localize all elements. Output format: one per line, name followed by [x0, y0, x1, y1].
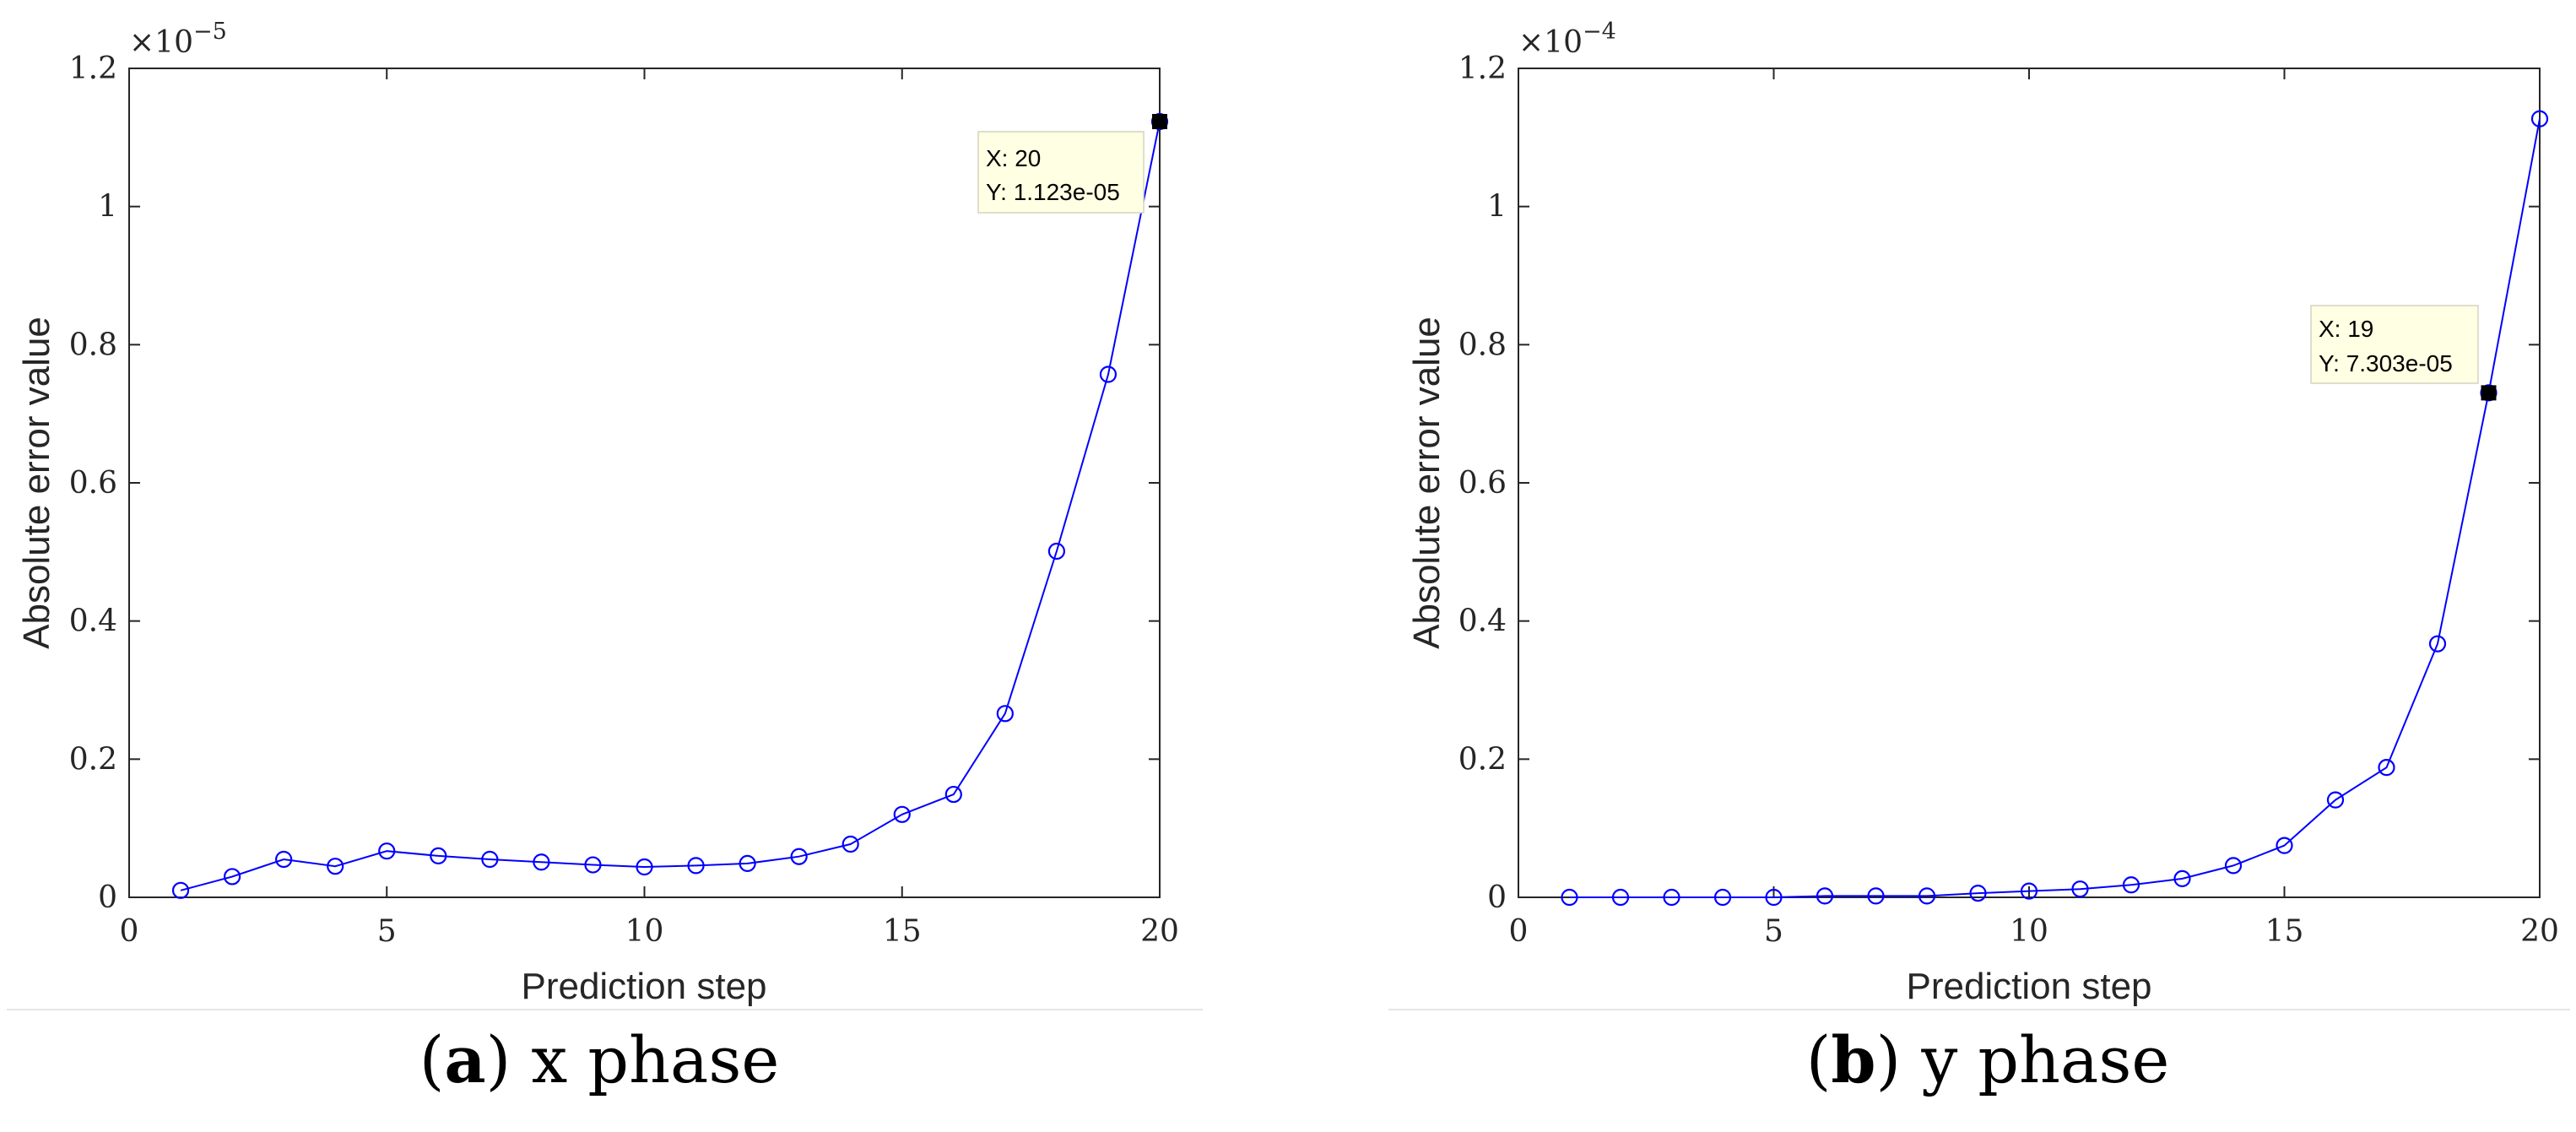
y-tick-label-a: 0 [98, 880, 117, 915]
data-point-b[interactable] [2530, 110, 2549, 127]
series-b [1561, 110, 2549, 907]
ticks-a: 0 5 10 15 20 0 0.2 0.4 0.6 0.8 1 1.2 [69, 51, 1179, 949]
y-tick-label-b: 0.4 [1458, 604, 1507, 639]
data-point-b[interactable] [1918, 887, 1936, 905]
y-tick-label-a: 1.2 [69, 51, 117, 86]
data-point-a[interactable] [1047, 542, 1066, 561]
data-point-a[interactable] [378, 842, 396, 860]
data-point-b[interactable] [2173, 869, 2191, 888]
datatip-marker-b[interactable] [2481, 385, 2497, 401]
caption-a: (a) x phase [419, 1022, 780, 1097]
data-point-a[interactable] [533, 853, 550, 871]
data-point-a[interactable] [944, 785, 962, 804]
data-point-a[interactable] [1099, 366, 1118, 383]
x-tick-label-a: 5 [377, 914, 397, 949]
data-point-b[interactable] [1561, 888, 1578, 907]
data-point-a[interactable] [275, 850, 293, 869]
data-point-b[interactable] [1713, 888, 1732, 907]
datatip-y-a: Y: 1.123e-05 [986, 179, 1120, 205]
plot-area-b [1518, 68, 2541, 898]
datatip-y-b: Y: 7.303e-05 [2319, 350, 2453, 376]
data-point-a[interactable] [327, 858, 344, 875]
datatip-b: X: 19 Y: 7.303e-05 [2310, 305, 2479, 384]
series-line-a [180, 121, 1161, 891]
y-tick-label-b: 0.8 [1458, 328, 1507, 362]
data-point-b[interactable] [2428, 635, 2447, 653]
data-point-b[interactable] [2071, 880, 2089, 898]
x-tick-label-b: 10 [2010, 914, 2048, 949]
y-tick-label-a: 0.2 [69, 742, 117, 777]
x-tick-label-b: 15 [2265, 914, 2304, 949]
data-point-b[interactable] [1611, 888, 1630, 907]
y-axis-label-a: Absolute error value [16, 317, 57, 649]
y-axis-label-b: Absolute error value [1406, 317, 1448, 649]
ticks-b: 0 5 10 15 20 0 0.2 0.4 0.6 0.8 1 1.2 [1458, 51, 2559, 949]
data-point-a[interactable] [584, 856, 602, 874]
data-point-b[interactable] [2378, 759, 2395, 777]
y-exponent-b: ×10−4 [1518, 19, 1616, 60]
panel-b: 0 5 10 15 20 0 0.2 0.4 0.6 0.8 1 1.2 ×10−4 Predicti… [1388, 19, 2570, 1097]
data-point-b[interactable] [2122, 876, 2140, 894]
caption-b: (b) y phase [1806, 1022, 2170, 1097]
panel-a: 0 5 10 15 20 0 0.2 0.4 0.6 0.8 1 1.2 ×10−5 Predicti… [7, 19, 1203, 1097]
datatip-x-b: X: 19 [2319, 316, 2373, 342]
x-tick-label-a: 20 [1140, 914, 1179, 949]
y-tick-label-b: 1.2 [1458, 51, 1507, 86]
data-point-a[interactable] [224, 868, 241, 886]
data-point-a[interactable] [790, 848, 808, 865]
data-point-b[interactable] [2020, 882, 2038, 900]
x-tick-label-a: 0 [120, 914, 139, 949]
data-point-b[interactable] [2326, 791, 2345, 809]
x-tick-label-b: 5 [1764, 914, 1783, 949]
data-point-a[interactable] [171, 881, 190, 899]
data-point-a[interactable] [687, 857, 705, 875]
data-point-a[interactable] [842, 835, 859, 853]
data-point-b[interactable] [1663, 888, 1680, 907]
datatip-box-b [2310, 305, 2479, 384]
series-a [171, 112, 1169, 899]
x-tick-label-b: 20 [2520, 914, 2559, 949]
x-tick-label-a: 15 [883, 914, 922, 949]
data-point-a[interactable] [893, 805, 911, 823]
data-point-b[interactable] [1867, 887, 1885, 905]
data-point-b[interactable] [1969, 884, 1987, 902]
datatip-a: X: 20 Y: 1.123e-05 [977, 131, 1145, 214]
datatip-marker-a[interactable] [1152, 114, 1167, 130]
y-tick-label-b: 0.6 [1458, 466, 1507, 501]
x-axis-label-b: Prediction step [1906, 966, 2151, 1007]
data-point-b[interactable] [2276, 837, 2293, 854]
data-point-b[interactable] [1765, 888, 1783, 907]
data-point-a[interactable] [996, 705, 1014, 723]
y-tick-label-a: 0.8 [69, 328, 117, 362]
data-point-a[interactable] [636, 858, 653, 876]
y-tick-label-a: 1 [98, 190, 117, 225]
data-point-a[interactable] [481, 850, 499, 869]
data-point-a[interactable] [430, 847, 447, 865]
y-tick-label-b: 0.2 [1458, 742, 1507, 777]
y-tick-label-a: 0.6 [69, 466, 117, 501]
data-point-b[interactable] [1816, 887, 1834, 905]
x-tick-label-a: 10 [625, 914, 664, 949]
x-axis-label-a: Prediction step [521, 966, 766, 1007]
x-tick-label-b: 0 [1509, 914, 1529, 949]
data-point-a[interactable] [739, 854, 756, 873]
data-point-b[interactable] [2224, 857, 2243, 875]
y-tick-label-b: 0 [1487, 880, 1507, 915]
datatip-box-a [977, 131, 1145, 214]
y-exponent-a: ×10−5 [129, 19, 227, 60]
y-tick-label-b: 1 [1487, 190, 1507, 225]
datatip-x-a: X: 20 [986, 145, 1041, 171]
y-tick-label-a: 0.4 [69, 604, 117, 639]
